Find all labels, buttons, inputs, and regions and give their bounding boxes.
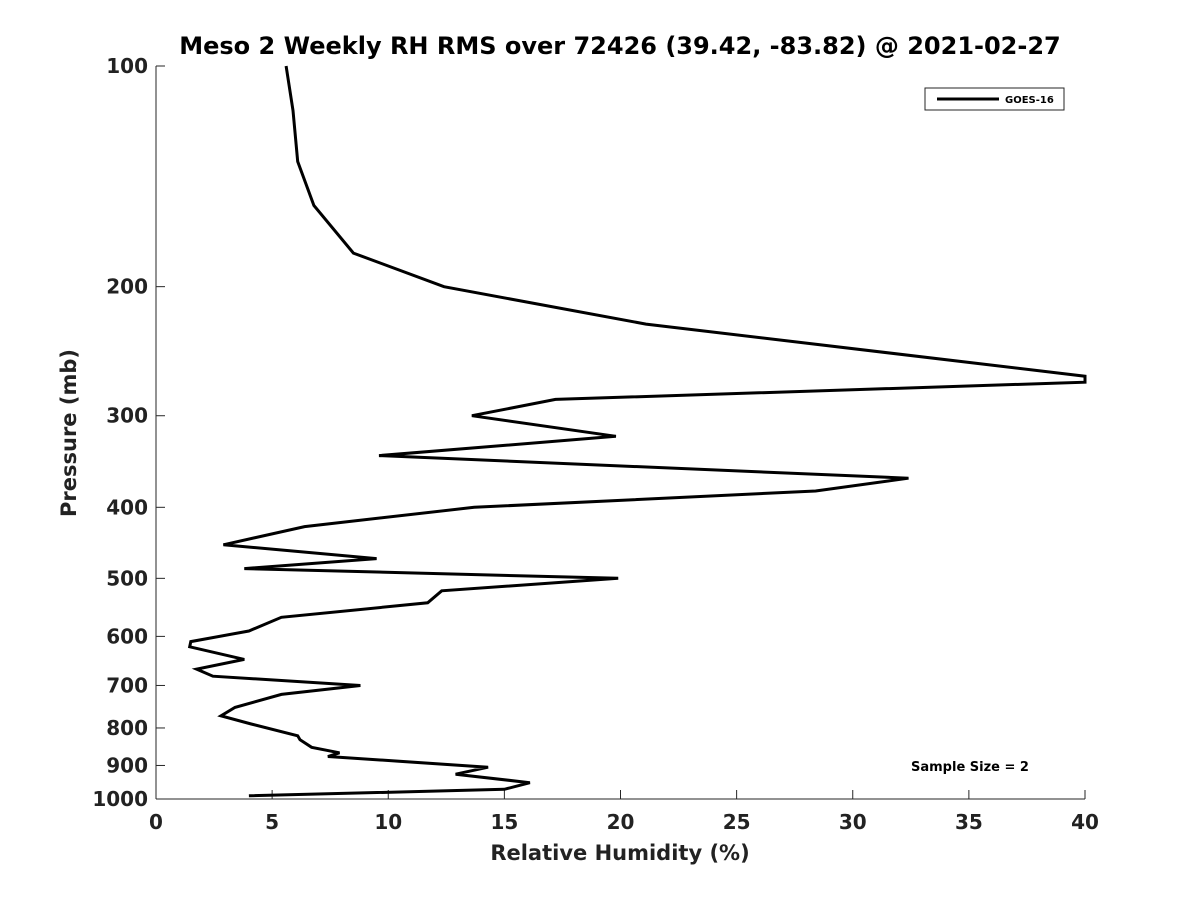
x-tick-label: 10 — [374, 810, 402, 834]
x-tick-label: 15 — [490, 810, 518, 834]
y-tick-label: 200 — [106, 275, 148, 299]
x-tick-label: 0 — [149, 810, 163, 834]
legend: GOES-16 — [924, 87, 1065, 111]
y-tick-label: 1000 — [92, 787, 148, 811]
legend-label: GOES-16 — [1005, 95, 1054, 106]
y-tick-label: 300 — [106, 404, 148, 428]
x-tick-label: 25 — [723, 810, 751, 834]
chart-title: Meso 2 Weekly RH RMS over 72426 (39.42, … — [179, 32, 1061, 60]
y-tick-label: 100 — [106, 54, 148, 78]
series-layer — [187, 65, 1087, 798]
y-tick-label: 700 — [106, 673, 148, 697]
x-tick-label: 5 — [265, 810, 279, 834]
x-tick-label: 40 — [1071, 810, 1099, 834]
x-axis-ticks: 0 5 10 15 20 25 30 35 40 — [149, 790, 1099, 834]
x-tick-label: 35 — [955, 810, 983, 834]
sample-size-annotation: Sample Size = 2 — [911, 760, 1029, 775]
y-tick-label: 400 — [106, 495, 148, 519]
x-tick-label: 20 — [607, 810, 635, 834]
y-tick-label: 600 — [106, 624, 148, 648]
y-tick-label: 800 — [106, 716, 148, 740]
y-axis-label: Pressure (mb) — [57, 349, 81, 517]
x-axis-label: Relative Humidity (%) — [490, 841, 749, 865]
y-axis-ticks: 100 200 300 400 500 600 700 800 900 1000 — [92, 54, 165, 811]
series-line-0 — [187, 65, 1087, 798]
y-tick-label: 500 — [106, 566, 148, 590]
x-tick-label: 30 — [839, 810, 867, 834]
y-tick-label: 900 — [106, 753, 148, 777]
